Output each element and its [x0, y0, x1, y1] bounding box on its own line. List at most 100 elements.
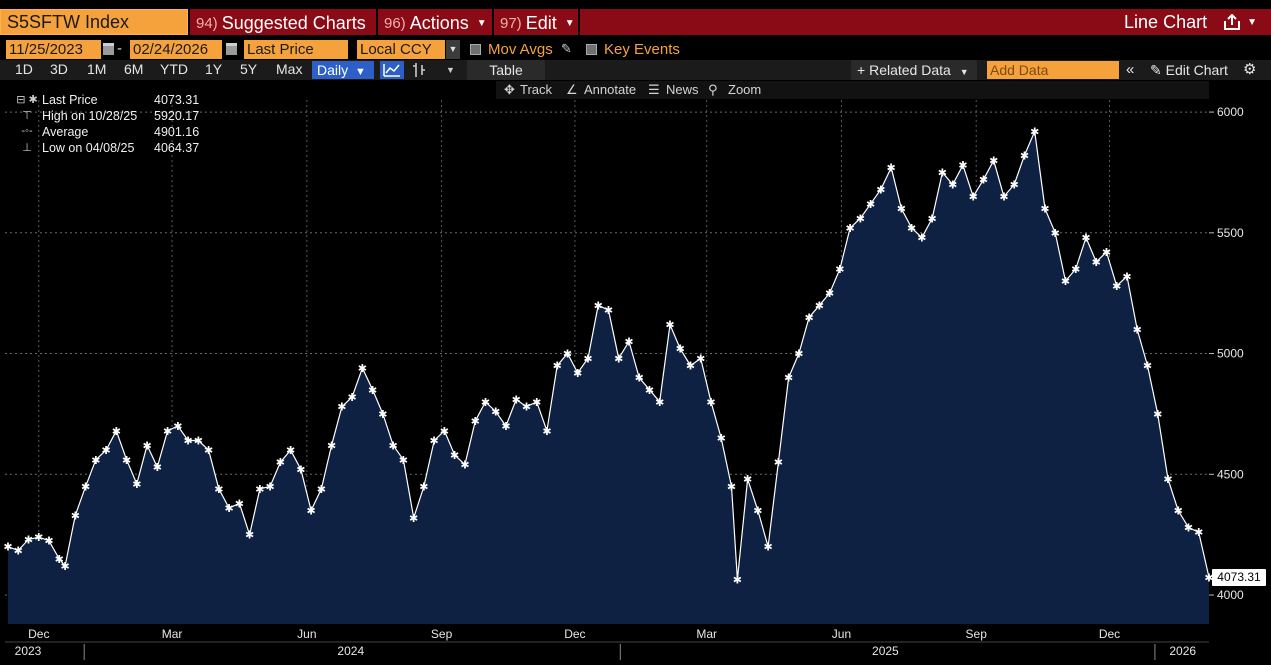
plus-icon: + [857, 62, 866, 78]
data-point: ✱ [430, 434, 439, 447]
data-point: ✱ [245, 529, 254, 542]
key-events-checkbox[interactable] [586, 44, 597, 55]
price-chart[interactable]: ✱ ✱✱ ✱ ✱✱✱✱✱✱✱✱✱✱✱✱✱ ✱✱ ✱✱✱✱ ✱✱✱ ✱✱✱✱✱✱✱✱✱✱✱✱✱✱… [0, 80, 1271, 665]
data-point: ✱ [399, 454, 408, 467]
data-point: ✱ [512, 393, 521, 406]
currency-selector[interactable]: Local CCY [357, 40, 445, 59]
data-point: ✱ [214, 483, 223, 496]
timeframe-3d[interactable]: 3D [50, 61, 68, 77]
chart-toolbar: 1D 3D 1M 6M YTD 1Y 5Y Max Daily ▼ ▼ Tabl… [0, 60, 1271, 80]
data-point: ✱ [1174, 505, 1183, 518]
data-point: ✱ [624, 335, 633, 348]
data-point: ✱ [1030, 125, 1039, 138]
chart-tools-bar: ✥ Track ∠ Annotate ☰ News ⚲ Zoom [496, 81, 1209, 99]
data-point: ✱ [1020, 150, 1029, 163]
data-point: ✱ [938, 166, 947, 179]
menu-number: 97) [500, 14, 522, 32]
key-events-label[interactable]: Key Events [604, 41, 680, 58]
x-year-label: 2023 [15, 644, 42, 658]
related-data-button[interactable]: + Related Data ▼ [851, 60, 977, 80]
data-point: ✱ [419, 480, 428, 493]
data-point: ✱ [887, 162, 896, 175]
data-point: ✱ [784, 372, 793, 385]
y-tick-label: 6000 [1217, 105, 1244, 119]
ticker-field[interactable]: S5SFTW Index [0, 9, 188, 35]
data-point: ✱ [389, 439, 398, 452]
edit-menu[interactable]: 97) Edit ▼ [494, 9, 578, 35]
data-point: ✱ [979, 174, 988, 187]
timeframe-1m[interactable]: 1M [87, 61, 107, 77]
legend-label: Low on 04/08/25 [42, 141, 135, 155]
collapse-icon[interactable]: « [1126, 61, 1135, 78]
gear-icon[interactable]: ⚙ [1243, 61, 1257, 78]
share-icon[interactable]: ▼ [1223, 14, 1257, 30]
x-tick-label: Dec [564, 627, 585, 641]
actions-menu[interactable]: 96) Actions ▼ [378, 9, 492, 35]
last-price-marker-icon: ⊟ ✱ [16, 94, 38, 106]
chart-legend[interactable]: ⊟ ✱ Last Price 4073.31 ⊤ High on 10/28/2… [16, 93, 208, 155]
table-button[interactable]: Table [467, 60, 545, 80]
timeframe-1d[interactable]: 1D [15, 61, 33, 77]
timeframe-max[interactable]: Max [276, 61, 303, 77]
legend-value: 5920.17 [154, 109, 200, 123]
data-point: ✱ [604, 304, 613, 317]
caret-down-icon[interactable]: ▼ [446, 65, 455, 75]
data-point: ✱ [235, 497, 244, 510]
data-point: ✱ [532, 396, 541, 409]
annotate-button[interactable]: Annotate [584, 82, 637, 97]
legend-row-average: -◦- Average 4901.16 [16, 125, 208, 141]
data-point: ✱ [522, 401, 531, 414]
edit-chart-button[interactable]: ✎ Edit Chart [1150, 60, 1228, 80]
caret-down-icon: ▼ [355, 66, 366, 78]
data-point: ✱ [194, 434, 203, 447]
mov-avgs-label[interactable]: Mov Avgs [488, 41, 553, 58]
data-point: ✱ [276, 456, 285, 469]
menu-label: Edit [525, 12, 557, 33]
data-point: ✱ [928, 212, 937, 225]
data-point: ✱ [460, 459, 469, 472]
start-date-field[interactable]: 11/25/2023 [6, 40, 101, 59]
y-tick-label: 5000 [1217, 347, 1244, 361]
field-selector[interactable]: Last Price [244, 40, 348, 59]
timeframe-1y[interactable]: 1Y [205, 61, 223, 77]
legend-value: 4064.37 [154, 141, 200, 155]
data-point: ✱ [563, 348, 572, 361]
data-point: ✱ [897, 203, 906, 216]
data-point: ✱ [733, 574, 742, 587]
data-point: ✱ [173, 420, 182, 433]
news-button[interactable]: News [666, 82, 699, 97]
calendar-icon[interactable] [103, 43, 114, 55]
calendar-icon[interactable] [226, 43, 237, 55]
x-tick-label: Mar [162, 627, 183, 641]
data-point: ✱ [1092, 256, 1101, 269]
legend-value: 4073.31 [154, 93, 200, 107]
data-point: ✱ [1143, 360, 1152, 373]
zoom-button[interactable]: Zoom [728, 82, 762, 97]
data-point: ✱ [368, 384, 377, 397]
end-date-field[interactable]: 02/24/2026 [130, 40, 222, 59]
caret-down-icon[interactable]: ▼ [446, 40, 460, 59]
line-chart-icon[interactable] [380, 61, 404, 79]
track-button[interactable]: Track [520, 82, 553, 97]
menu-number: 94) [196, 14, 218, 32]
edit-chart-label: Edit Chart [1165, 62, 1228, 78]
data-point: ✱ [1061, 275, 1070, 288]
suggested-charts-menu[interactable]: 94) Suggested Charts [190, 9, 376, 35]
timeframe-5y[interactable]: 5Y [240, 61, 258, 77]
frequency-dropdown[interactable]: Daily ▼ [312, 61, 374, 79]
average-marker-icon: -◦- [21, 125, 33, 137]
mov-avgs-checkbox[interactable] [470, 44, 481, 55]
data-point: ✱ [1040, 203, 1049, 216]
legend-label: Last Price [42, 93, 98, 107]
date-separator: - [117, 40, 122, 57]
data-point: ✱ [1194, 526, 1203, 539]
timeframe-ytd[interactable]: YTD [160, 61, 188, 77]
data-point: ✱ [1133, 323, 1142, 336]
bar-chart-icon[interactable] [410, 61, 428, 79]
add-data-input[interactable]: Add Data [987, 61, 1119, 79]
timeframe-6m[interactable]: 6M [124, 61, 144, 77]
title-bar-right: Line Chart ▼ [580, 9, 1271, 35]
legend-row-last-price: ⊟ ✱ Last Price 4073.31 [16, 93, 208, 109]
data-point: ✱ [337, 401, 346, 414]
pencil-icon[interactable]: ✎ [561, 41, 572, 56]
